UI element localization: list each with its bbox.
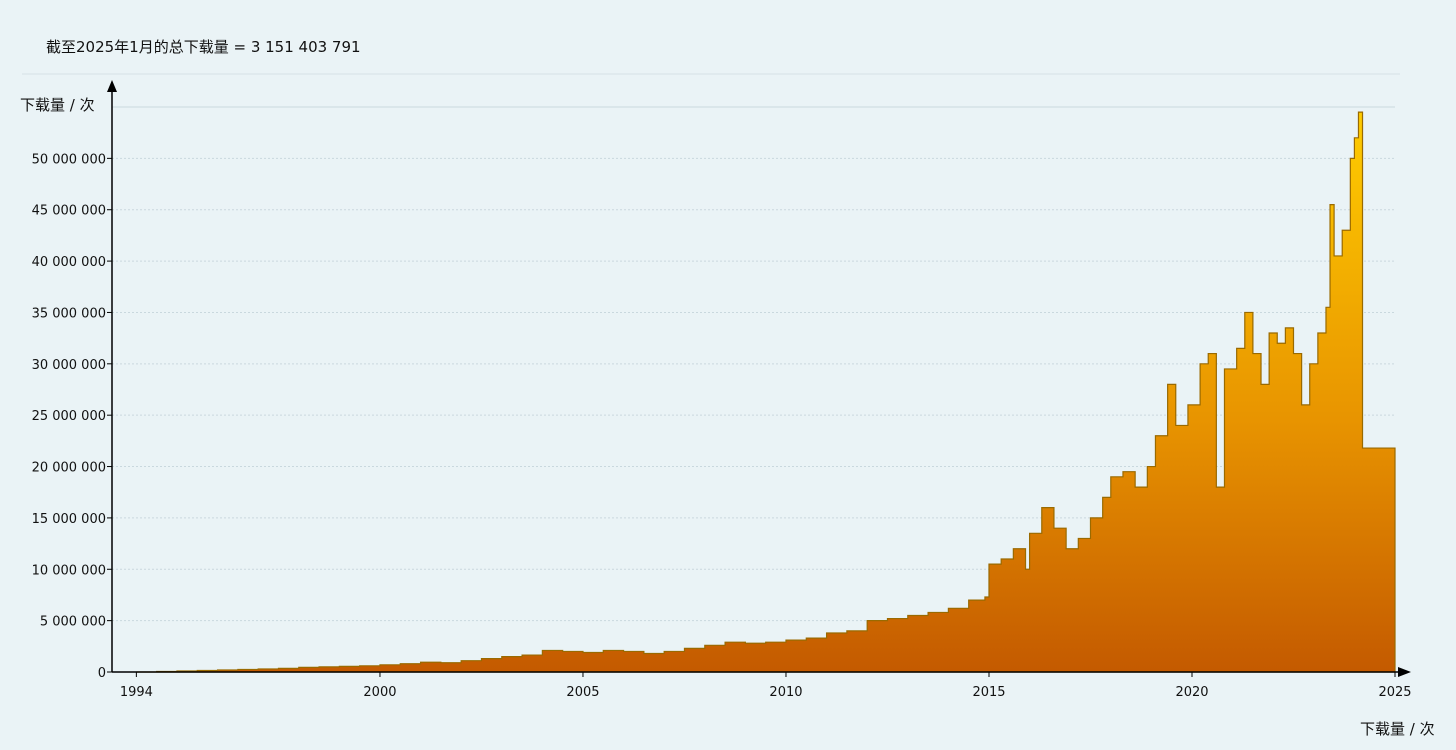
summary-label: 截至2025年1月的总下载量 <box>46 38 229 56</box>
y-tick-label: 45 000 000 <box>32 204 106 219</box>
y-tick-label: 10 000 000 <box>32 563 106 578</box>
y-axis-label: 下载量 / 次 <box>20 96 95 114</box>
x-tick-label: 2005 <box>566 685 599 700</box>
summary-value: 3 151 403 791 <box>250 38 361 56</box>
x-tick-label: 2020 <box>1175 685 1208 700</box>
y-tick-label: 20 000 000 <box>32 461 106 476</box>
x-axis-label: 下载量 / 次 <box>1360 720 1435 738</box>
y-tick-label: 15 000 000 <box>32 512 106 527</box>
x-tick-label: 2000 <box>363 685 396 700</box>
x-tick-label: 2025 <box>1378 685 1411 700</box>
y-tick-label: 5 000 000 <box>40 615 106 630</box>
x-axis-arrow <box>1398 667 1411 677</box>
area-series <box>136 111 1396 673</box>
y-tick-label: 0 <box>98 666 106 681</box>
y-axis-arrow <box>107 80 117 92</box>
y-tick-label: 40 000 000 <box>32 255 106 270</box>
x-tick-label: 2015 <box>972 685 1005 700</box>
x-tick-label: 1994 <box>120 685 153 700</box>
y-tick-label: 50 000 000 <box>32 152 106 167</box>
y-tick-label: 30 000 000 <box>32 358 106 373</box>
y-tick-label: 25 000 000 <box>32 409 106 424</box>
x-tick-labels: 1994 2000 2005 2010 2015 2020 2025 <box>120 672 1412 700</box>
x-tick-label: 2010 <box>769 685 802 700</box>
y-tick-label: 35 000 000 <box>32 306 106 321</box>
y-tick-labels: 0 5 000 000 10 000 000 15 000 000 20 000 000… <box>32 152 112 681</box>
total-downloads-summary: 截至2025年1月的总下载量 = 3 151 403 791 <box>46 36 361 57</box>
axes <box>107 80 1411 677</box>
area-series-fill <box>136 111 1396 673</box>
summary-equals: = <box>228 38 251 56</box>
